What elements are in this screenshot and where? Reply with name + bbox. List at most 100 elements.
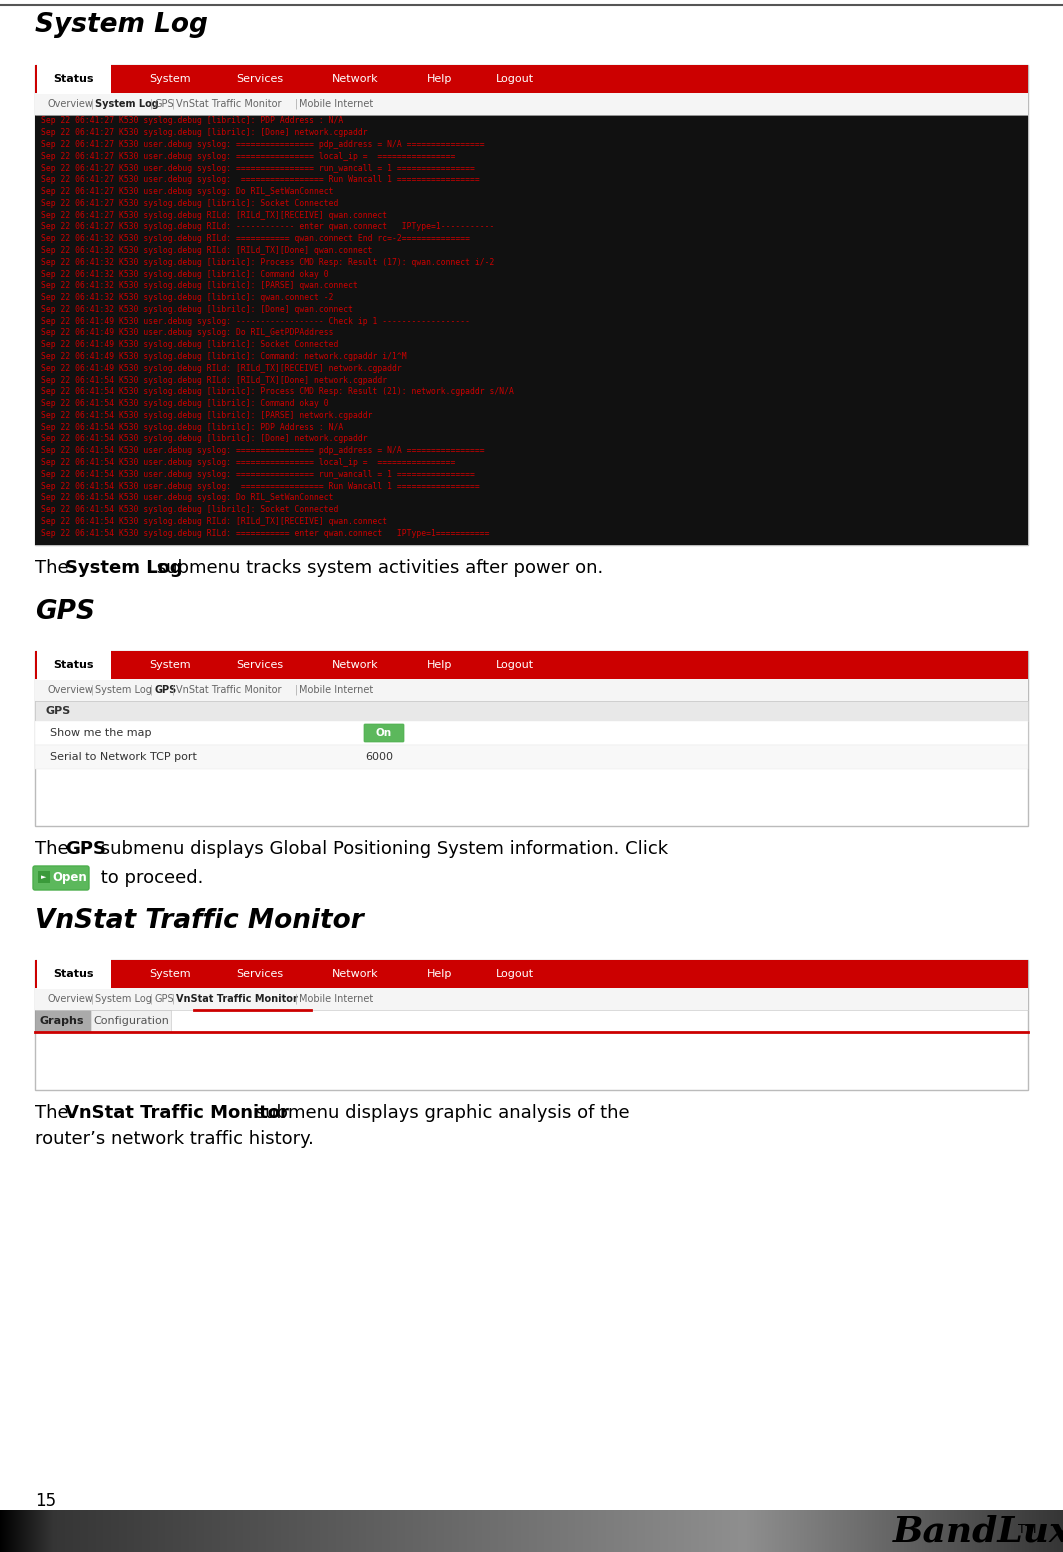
FancyBboxPatch shape bbox=[364, 723, 404, 742]
Text: Logout: Logout bbox=[496, 660, 534, 670]
Text: Sep 22 06:41:54 K530 syslog.debug RILd: =========== enter qwan.connect   IPType=: Sep 22 06:41:54 K530 syslog.debug RILd: … bbox=[41, 529, 489, 537]
Text: Sep 22 06:41:49 K530 syslog.debug RILd: [RILd_TX][RECEIVE] network.cgpaddr: Sep 22 06:41:49 K530 syslog.debug RILd: … bbox=[41, 363, 402, 372]
Text: Sep 22 06:41:54 K530 syslog.debug [librilc]: [Done] network.cgpaddr: Sep 22 06:41:54 K530 syslog.debug [libri… bbox=[41, 435, 368, 444]
Text: Sep 22 06:41:27 K530 syslog.debug RILd: ------------ enter qwan.connect   IPType: Sep 22 06:41:27 K530 syslog.debug RILd: … bbox=[41, 222, 494, 231]
Text: Status: Status bbox=[54, 968, 95, 979]
Text: Sep 22 06:41:54 K530 syslog.debug [librilc]: Socket Connected: Sep 22 06:41:54 K530 syslog.debug [libri… bbox=[41, 504, 338, 514]
Text: Configuration: Configuration bbox=[94, 1017, 169, 1026]
Text: submenu tracks system activities after power on.: submenu tracks system activities after p… bbox=[151, 559, 603, 577]
Text: Sep 22 06:41:49 K530 user.debug syslog: ------------------ Check ip 1 ----------: Sep 22 06:41:49 K530 user.debug syslog: … bbox=[41, 317, 470, 326]
Text: Sep 22 06:41:54 K530 user.debug syslog: ================ local_ip =  ===========: Sep 22 06:41:54 K530 user.debug syslog: … bbox=[41, 458, 455, 467]
Text: System Log: System Log bbox=[35, 12, 208, 37]
Text: Mobile Internet: Mobile Internet bbox=[299, 684, 373, 695]
Text: 6000: 6000 bbox=[365, 753, 393, 762]
Text: |: | bbox=[294, 99, 298, 109]
Bar bbox=[35, 1010, 90, 1032]
Text: Help: Help bbox=[427, 968, 453, 979]
Text: Sep 22 06:41:54 K530 user.debug syslog: Do RIL_SetWanConnect: Sep 22 06:41:54 K530 user.debug syslog: … bbox=[41, 494, 334, 503]
Text: Sep 22 06:41:32 K530 syslog.debug RILd: [RILd_TX][Done] qwan.connect: Sep 22 06:41:32 K530 syslog.debug RILd: … bbox=[41, 245, 372, 255]
Bar bbox=[35, 93, 1028, 115]
Text: Network: Network bbox=[332, 968, 378, 979]
Text: Overview: Overview bbox=[47, 99, 92, 109]
Text: GPS: GPS bbox=[154, 684, 176, 695]
Text: to proceed.: to proceed. bbox=[95, 869, 203, 888]
Text: |: | bbox=[294, 993, 298, 1004]
Text: |: | bbox=[172, 99, 175, 109]
Text: submenu displays graphic analysis of the: submenu displays graphic analysis of the bbox=[250, 1103, 629, 1122]
Text: TM: TM bbox=[1018, 1523, 1036, 1536]
Text: BandLuxe: BandLuxe bbox=[893, 1515, 1063, 1547]
Text: VnStat Traffic Monitor: VnStat Traffic Monitor bbox=[176, 684, 282, 695]
Text: GPS: GPS bbox=[154, 993, 174, 1004]
Text: Services: Services bbox=[236, 968, 284, 979]
Text: ►: ► bbox=[41, 874, 47, 880]
Text: Services: Services bbox=[236, 660, 284, 670]
Text: Network: Network bbox=[332, 74, 378, 84]
Text: |: | bbox=[150, 99, 153, 109]
Text: submenu displays Global Positioning System information. Click: submenu displays Global Positioning Syst… bbox=[95, 840, 669, 858]
Bar bbox=[35, 745, 1028, 768]
Bar bbox=[35, 702, 1028, 722]
Text: Open: Open bbox=[53, 872, 87, 885]
Text: GPS: GPS bbox=[65, 840, 106, 858]
Text: Sep 22 06:41:32 K530 syslog.debug [librilc]: Command okay 0: Sep 22 06:41:32 K530 syslog.debug [libri… bbox=[41, 270, 328, 278]
Text: Sep 22 06:41:32 K530 syslog.debug [librilc]: qwan.connect -2: Sep 22 06:41:32 K530 syslog.debug [libri… bbox=[41, 293, 334, 303]
Text: System: System bbox=[149, 660, 191, 670]
Text: Help: Help bbox=[427, 660, 453, 670]
Text: Sep 22 06:41:27 K530 user.debug syslog: ================ local_ip =  ===========: Sep 22 06:41:27 K530 user.debug syslog: … bbox=[41, 152, 455, 161]
Text: Sep 22 06:41:27 K530 syslog.debug [librilc]: PDP Address : N/A: Sep 22 06:41:27 K530 syslog.debug [libri… bbox=[41, 116, 343, 126]
Text: Overview: Overview bbox=[47, 684, 92, 695]
Text: Sep 22 06:41:54 K530 user.debug syslog:  ================= Run Wancall 1 =======: Sep 22 06:41:54 K530 user.debug syslog: … bbox=[41, 481, 479, 490]
Text: Serial to Network TCP port: Serial to Network TCP port bbox=[50, 753, 197, 762]
Bar bbox=[35, 722, 1028, 745]
Bar bbox=[91, 1010, 171, 1032]
Bar bbox=[35, 115, 1028, 545]
Text: Logout: Logout bbox=[496, 74, 534, 84]
Text: |: | bbox=[90, 993, 94, 1004]
Text: |: | bbox=[294, 684, 298, 695]
Text: Help: Help bbox=[427, 74, 453, 84]
Text: Sep 22 06:41:54 K530 syslog.debug RILd: [RILd_TX][RECEIVE] qwan.connect: Sep 22 06:41:54 K530 syslog.debug RILd: … bbox=[41, 517, 387, 526]
Text: |: | bbox=[172, 684, 175, 695]
Text: On: On bbox=[376, 728, 392, 739]
FancyBboxPatch shape bbox=[37, 649, 111, 680]
Text: Sep 22 06:41:32 K530 syslog.debug [librilc]: [PARSE] qwan.connect: Sep 22 06:41:32 K530 syslog.debug [libri… bbox=[41, 281, 358, 290]
Text: System Log: System Log bbox=[96, 993, 152, 1004]
Text: Sep 22 06:41:32 K530 syslog.debug RILd: =========== qwan.connect End rc=-2======: Sep 22 06:41:32 K530 syslog.debug RILd: … bbox=[41, 234, 470, 244]
Text: Sep 22 06:41:54 K530 syslog.debug [librilc]: PDP Address : N/A: Sep 22 06:41:54 K530 syslog.debug [libri… bbox=[41, 422, 343, 431]
Text: System Log: System Log bbox=[96, 99, 159, 109]
FancyBboxPatch shape bbox=[37, 958, 111, 989]
Bar bbox=[35, 680, 1028, 702]
Text: System Log: System Log bbox=[65, 559, 183, 577]
Text: Sep 22 06:41:54 K530 syslog.debug [librilc]: Process CMD Resp: Result (21): netw: Sep 22 06:41:54 K530 syslog.debug [libri… bbox=[41, 388, 513, 396]
Text: GPS: GPS bbox=[45, 706, 70, 715]
Text: Sep 22 06:41:32 K530 syslog.debug [librilc]: [Done] qwan.connect: Sep 22 06:41:32 K530 syslog.debug [libri… bbox=[41, 304, 353, 314]
Text: Sep 22 06:41:54 K530 syslog.debug [librilc]: Command okay 0: Sep 22 06:41:54 K530 syslog.debug [libri… bbox=[41, 399, 328, 408]
Text: Sep 22 06:41:32 K530 syslog.debug [librilc]: Process CMD Resp: Result (17): qwan: Sep 22 06:41:32 K530 syslog.debug [libri… bbox=[41, 258, 494, 267]
Bar bbox=[35, 961, 1028, 1090]
Text: router’s network traffic history.: router’s network traffic history. bbox=[35, 1130, 314, 1148]
Text: VnStat Traffic Monitor: VnStat Traffic Monitor bbox=[176, 993, 298, 1004]
Text: Logout: Logout bbox=[496, 968, 534, 979]
Text: Sep 22 06:41:27 K530 user.debug syslog: ================ run_wancall = 1 =======: Sep 22 06:41:27 K530 user.debug syslog: … bbox=[41, 163, 475, 172]
Text: |: | bbox=[90, 99, 94, 109]
Text: Services: Services bbox=[236, 74, 284, 84]
Text: |: | bbox=[172, 993, 175, 1004]
Text: Sep 22 06:41:27 K530 user.debug syslog: Do RIL_SetWanConnect: Sep 22 06:41:27 K530 user.debug syslog: … bbox=[41, 188, 334, 196]
Text: GPS: GPS bbox=[154, 99, 174, 109]
Text: System Log: System Log bbox=[96, 684, 152, 695]
Text: 15: 15 bbox=[35, 1491, 56, 1510]
Bar bbox=[35, 650, 1028, 680]
Text: Sep 22 06:41:27 K530 syslog.debug [librilc]: [Done] network.cgpaddr: Sep 22 06:41:27 K530 syslog.debug [libri… bbox=[41, 129, 368, 137]
Bar bbox=[35, 65, 1028, 93]
Text: The: The bbox=[35, 1103, 74, 1122]
Text: Sep 22 06:41:49 K530 syslog.debug [librilc]: Command: network.cgpaddr i/1^M: Sep 22 06:41:49 K530 syslog.debug [libri… bbox=[41, 352, 407, 362]
Text: GPS: GPS bbox=[35, 599, 95, 625]
Text: VnStat Traffic Monitor: VnStat Traffic Monitor bbox=[65, 1103, 289, 1122]
Text: Sep 22 06:41:49 K530 syslog.debug [librilc]: Socket Connected: Sep 22 06:41:49 K530 syslog.debug [libri… bbox=[41, 340, 338, 349]
Text: |: | bbox=[90, 684, 94, 695]
Text: |: | bbox=[150, 993, 153, 1004]
FancyBboxPatch shape bbox=[37, 62, 111, 95]
Bar bbox=[35, 65, 1028, 545]
Text: The: The bbox=[35, 559, 74, 577]
